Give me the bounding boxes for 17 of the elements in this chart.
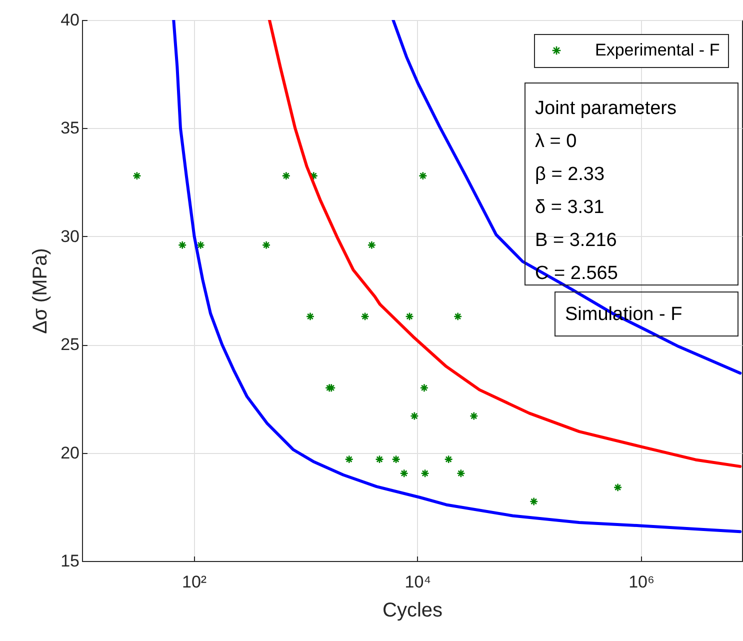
y-axis-title: Δσ (MPa): [30, 248, 52, 334]
annotation: B = 3.216: [535, 230, 617, 251]
y-tick-label: 25: [60, 335, 80, 354]
annotation: β = 2.33: [535, 164, 605, 185]
x-axis-title: Cycles: [382, 600, 443, 622]
legend-label: Experimental - F: [595, 40, 720, 60]
y-tick-label: 15: [60, 552, 80, 570]
annotation: δ = 3.31: [535, 197, 604, 218]
x-tick-label: 10⁶: [628, 572, 654, 592]
y-tick-label: 30: [60, 226, 80, 246]
y-tick-label: 20: [60, 443, 80, 462]
x-tick-label: 10²: [182, 572, 207, 592]
y-tick-label: 35: [60, 118, 80, 138]
annotation: Joint parameters: [535, 98, 677, 119]
annotation: λ = 0: [535, 131, 577, 152]
y-tick-label: 40: [60, 10, 80, 30]
x-tick-label: 10⁴: [404, 572, 432, 592]
